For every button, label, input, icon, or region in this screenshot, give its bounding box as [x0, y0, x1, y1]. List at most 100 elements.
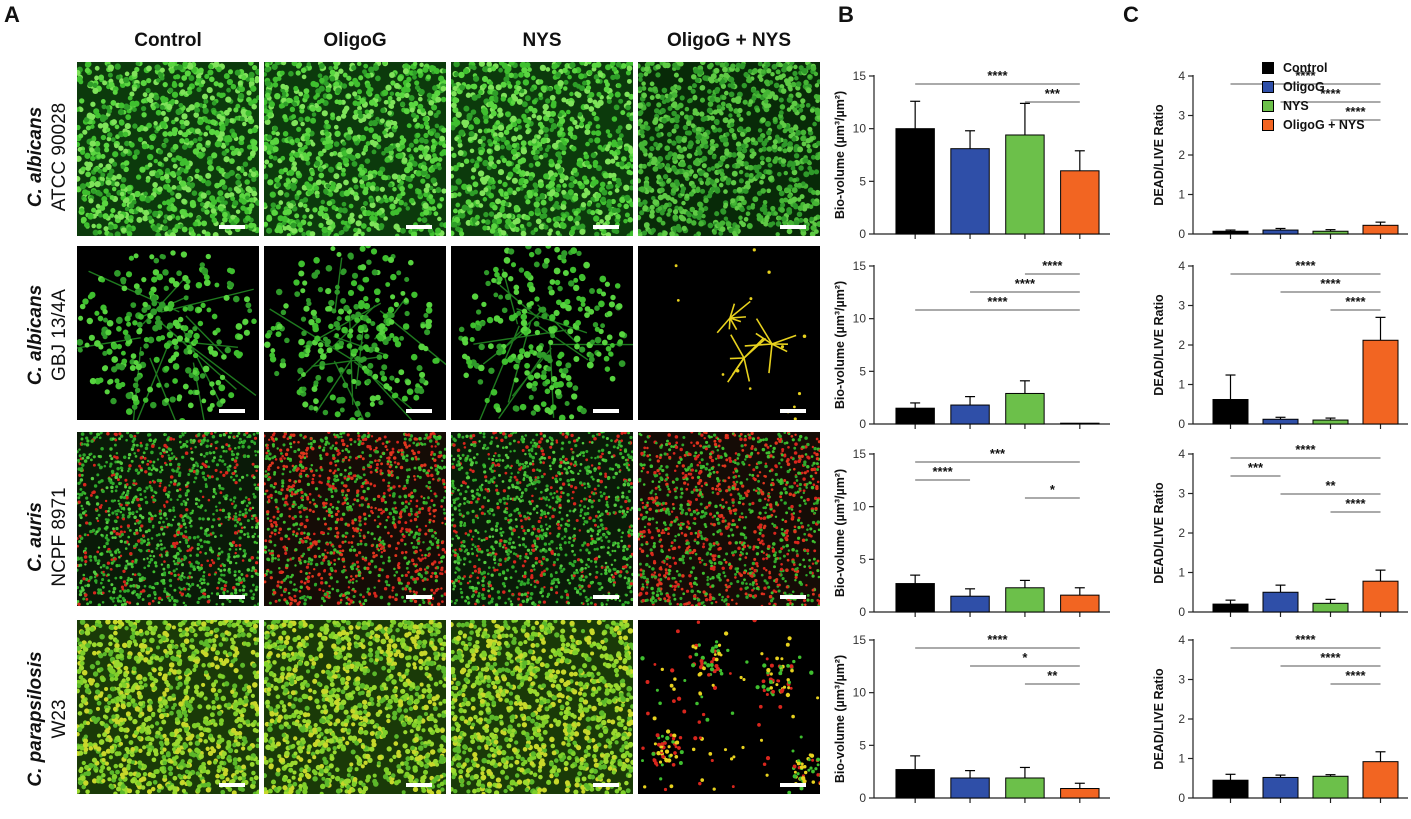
bar-c2-1: [1263, 419, 1298, 424]
legend-label-oligog-nys: OligoG + NYS: [1283, 118, 1365, 132]
significance-label: ****: [1295, 258, 1316, 273]
significance-label: ****: [1345, 668, 1366, 683]
y-tick-label: 15: [853, 259, 867, 273]
y-tick-label: 10: [853, 500, 867, 514]
bar-b2-2: [1006, 393, 1044, 424]
y-tick-label: 1: [1178, 566, 1185, 580]
y-tick-label: 0: [1178, 417, 1185, 431]
significance-label: ***: [1045, 86, 1061, 101]
bar-b2-3: [1061, 423, 1099, 424]
y-tick-label: 0: [1178, 791, 1185, 803]
bar-c1-1: [1263, 230, 1298, 234]
y-tick-label: 3: [1178, 109, 1185, 123]
significance-label: ****: [1320, 650, 1341, 665]
y-tick-label: 1: [1178, 188, 1185, 202]
y-tick-label: 0: [1178, 605, 1185, 619]
bar-b4-1: [951, 778, 989, 798]
bar-b4-2: [1006, 778, 1044, 798]
significance-label: ****: [1295, 442, 1316, 457]
y-tick-label: 4: [1178, 259, 1185, 273]
legend-item-oligog-nys: OligoG + NYS: [1262, 115, 1365, 134]
significance-label: **: [1047, 668, 1058, 683]
y-axis-label-b2: Bio-volume (µm³/µm²): [833, 281, 847, 409]
y-tick-label: 4: [1178, 447, 1185, 461]
y-axis-label-c2: DEAD/LIVE Ratio: [1152, 294, 1166, 396]
y-axis-label-c4: DEAD/LIVE Ratio: [1152, 668, 1166, 770]
bar-b3-3: [1061, 595, 1099, 612]
y-tick-label: 10: [853, 312, 867, 326]
bar-c3-3: [1363, 581, 1398, 612]
bar-c3-2: [1313, 603, 1348, 612]
y-tick-label: 4: [1178, 69, 1185, 83]
legend-swatch-nys: [1262, 100, 1274, 112]
significance-label: ****: [1320, 276, 1341, 291]
legend-swatch-control: [1262, 62, 1274, 74]
legend-label-oligog: OligoG: [1283, 80, 1325, 94]
bar-c1-0: [1213, 231, 1248, 234]
y-tick-label: 0: [859, 227, 866, 241]
significance-label: ****: [1345, 496, 1366, 511]
bar-b1-2: [1006, 135, 1044, 234]
y-tick-label: 1: [1178, 378, 1185, 392]
y-tick-label: 5: [859, 364, 866, 378]
bar-c2-0: [1213, 400, 1248, 424]
legend-label-nys: NYS: [1283, 99, 1309, 113]
y-tick-label: 2: [1178, 338, 1185, 352]
y-tick-label: 4: [1178, 633, 1185, 647]
significance-label: *: [1050, 482, 1056, 497]
significance-label: ****: [987, 68, 1008, 83]
legend-item-control: Control: [1262, 58, 1365, 77]
significance-label: ****: [1295, 632, 1316, 647]
bar-c2-2: [1313, 420, 1348, 424]
y-axis-label-b3: Bio-volume (µm³/µm²): [833, 469, 847, 597]
y-tick-label: 2: [1178, 526, 1185, 540]
significance-label: ****: [932, 464, 953, 479]
significance-label: **: [1325, 478, 1336, 493]
bar-b1-3: [1061, 171, 1099, 234]
y-tick-label: 2: [1178, 712, 1185, 726]
y-tick-label: 0: [1178, 227, 1185, 241]
y-axis-label-c3: DEAD/LIVE Ratio: [1152, 482, 1166, 584]
significance-label: *: [1022, 650, 1028, 665]
legend-label-control: Control: [1283, 61, 1327, 75]
bar-c1-3: [1363, 225, 1398, 234]
bar-b2-0: [896, 408, 934, 424]
bar-b3-0: [896, 584, 934, 612]
y-tick-label: 15: [853, 633, 867, 647]
bar-b4-3: [1061, 789, 1099, 798]
significance-label: ****: [1345, 294, 1366, 309]
y-tick-label: 5: [859, 738, 866, 752]
y-tick-label: 2: [1178, 148, 1185, 162]
y-tick-label: 5: [859, 174, 866, 188]
y-axis-label-c1: DEAD/LIVE Ratio: [1152, 104, 1166, 206]
bar-b3-2: [1006, 588, 1044, 612]
bar-c4-1: [1263, 777, 1298, 798]
bar-b1-1: [951, 149, 989, 234]
y-tick-label: 15: [853, 69, 867, 83]
bar-c3-0: [1213, 604, 1248, 612]
y-tick-label: 0: [859, 791, 866, 803]
y-tick-label: 0: [859, 417, 866, 431]
y-axis-label-b4: Bio-volume (µm³/µm²): [833, 655, 847, 783]
y-tick-label: 10: [853, 686, 867, 700]
legend: Control OligoG NYS OligoG + NYS: [1262, 58, 1365, 134]
significance-label: ***: [1248, 460, 1264, 475]
bar-b4-0: [896, 770, 934, 798]
bar-b1-0: [896, 129, 934, 234]
bar-c4-0: [1213, 780, 1248, 798]
y-tick-label: 3: [1178, 299, 1185, 313]
legend-item-oligog: OligoG: [1262, 77, 1365, 96]
significance-label: ***: [990, 446, 1006, 461]
y-tick-label: 1: [1178, 752, 1185, 766]
significance-label: ****: [987, 632, 1008, 647]
bar-c4-2: [1313, 776, 1348, 798]
y-tick-label: 3: [1178, 487, 1185, 501]
bar-c3-1: [1263, 592, 1298, 612]
bar-c2-3: [1363, 340, 1398, 424]
y-tick-label: 15: [853, 447, 867, 461]
bar-b2-1: [951, 405, 989, 424]
y-tick-label: 10: [853, 122, 867, 136]
y-axis-label-b1: Bio-volume (µm³/µm²): [833, 91, 847, 219]
legend-swatch-oligog-nys: [1262, 119, 1274, 131]
